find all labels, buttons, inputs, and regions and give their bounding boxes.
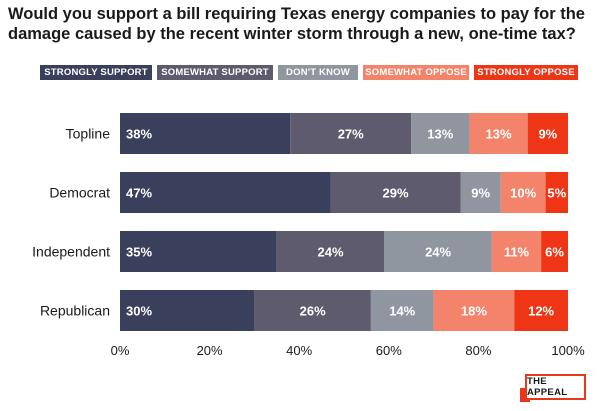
data-label-democrat-strongly-oppose: 5% [547, 186, 566, 201]
category-label-independent: Independent [32, 244, 110, 260]
data-label-independent-strongly-support: 35% [126, 245, 152, 260]
data-label-republican-strongly-support: 30% [126, 304, 152, 319]
category-label-republican: Republican [40, 303, 110, 319]
category-label-topline: Topline [66, 126, 111, 142]
data-label-republican-somewhat-support: 26% [300, 304, 326, 319]
the-appeal-logo: THE APPEAL [525, 374, 586, 400]
x-tick-label: 60% [376, 343, 402, 358]
stacked-bar-chart: Topline 38% 27% 13% 13% 9% Democrat 47% 29% 9% 10%… [0, 0, 600, 370]
data-label-independent-somewhat-oppose: 11% [504, 245, 530, 260]
data-label-republican-strongly-oppose: 12% [528, 304, 554, 319]
data-label-topline-somewhat-support: 27% [338, 127, 364, 142]
data-label-independent-don-t-know: 24% [425, 245, 451, 260]
data-label-topline-strongly-oppose: 9% [538, 127, 557, 142]
category-label-democrat: Democrat [49, 185, 110, 201]
data-label-democrat-don-t-know: 9% [471, 186, 490, 201]
data-label-independent-strongly-oppose: 6% [545, 245, 564, 260]
logo-text: THE APPEAL [527, 376, 584, 398]
x-tick-label: 40% [286, 343, 312, 358]
data-label-democrat-somewhat-oppose: 10% [510, 186, 536, 201]
data-label-topline-don-t-know: 13% [427, 127, 453, 142]
data-label-independent-somewhat-support: 24% [318, 245, 344, 260]
data-label-republican-don-t-know: 14% [389, 304, 415, 319]
data-label-topline-somewhat-oppose: 13% [486, 127, 512, 142]
data-label-democrat-somewhat-support: 29% [383, 186, 409, 201]
data-label-topline-strongly-support: 38% [126, 127, 152, 142]
data-label-republican-somewhat-oppose: 18% [461, 304, 487, 319]
data-label-democrat-strongly-support: 47% [126, 186, 152, 201]
x-tick-label: 100% [551, 343, 585, 358]
x-tick-label: 80% [465, 343, 491, 358]
x-tick-label: 0% [111, 343, 130, 358]
x-tick-label: 20% [197, 343, 223, 358]
